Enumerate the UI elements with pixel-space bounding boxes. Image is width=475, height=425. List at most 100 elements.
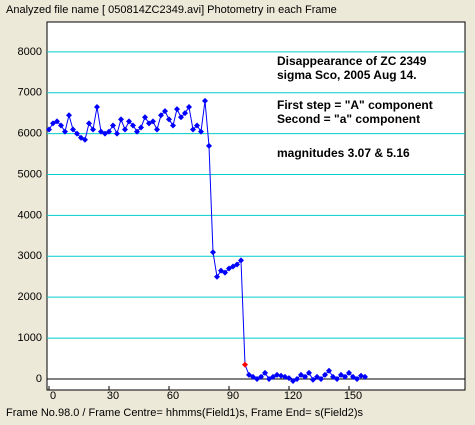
data-point	[118, 116, 124, 123]
data-point	[78, 134, 84, 141]
data-point	[322, 371, 328, 378]
data-point	[218, 267, 224, 274]
data-point	[206, 142, 212, 149]
data-point	[146, 120, 152, 127]
y-tick-label: 3000	[18, 250, 42, 262]
x-tick-label: 120	[284, 390, 302, 402]
data-point	[202, 97, 208, 104]
data-point	[190, 126, 196, 133]
y-tick-label: 0	[36, 373, 42, 385]
data-point	[234, 261, 240, 268]
data-point	[70, 126, 76, 133]
y-tick-label: 5000	[18, 168, 42, 180]
data-point	[242, 361, 248, 368]
data-point	[62, 128, 68, 135]
data-point	[58, 122, 64, 129]
data-point	[166, 116, 172, 123]
annotation: First step = "A" component	[277, 98, 433, 112]
data-point	[306, 369, 312, 376]
data-point	[142, 114, 148, 121]
data-point	[170, 122, 176, 129]
x-tick-label: 90	[227, 390, 239, 402]
data-point	[362, 373, 368, 380]
data-point	[50, 120, 56, 127]
annotation: magnitudes 3.07 & 5.16	[277, 146, 410, 160]
data-point	[254, 375, 260, 382]
data-point	[194, 122, 200, 129]
data-point	[150, 118, 156, 125]
data-point	[338, 371, 344, 378]
data-point	[114, 130, 120, 137]
data-point	[126, 118, 132, 125]
annotation: Disappearance of ZC 2349	[277, 54, 427, 68]
y-tick-label: 1000	[18, 332, 42, 344]
data-point	[298, 371, 304, 378]
footer: Frame No.98.0 / Frame Centre= hhmms(Fiel…	[6, 407, 364, 419]
data-point	[286, 375, 292, 382]
data-point	[178, 114, 184, 121]
header: Analyzed file name [ 050814ZC2349.avi] P…	[6, 4, 337, 16]
data-point	[294, 375, 300, 382]
data-point	[182, 110, 188, 117]
data-point	[66, 112, 72, 119]
data-point	[342, 373, 348, 380]
data-point	[330, 373, 336, 380]
data-point	[350, 373, 356, 380]
data-point	[262, 369, 268, 376]
x-tick-label: 30	[107, 390, 119, 402]
data-point	[334, 375, 340, 382]
data-point	[82, 136, 88, 143]
data-point	[214, 273, 220, 280]
data-point	[102, 130, 108, 137]
data-point	[54, 118, 60, 125]
data-point	[270, 373, 276, 380]
data-point	[314, 373, 320, 380]
data-point	[90, 126, 96, 133]
data-point	[290, 378, 296, 385]
data-point	[158, 112, 164, 119]
data-point	[74, 130, 80, 137]
plot-area	[46, 21, 466, 391]
data-point	[198, 128, 204, 135]
data-point	[130, 122, 136, 129]
y-tick-label: 7000	[18, 87, 42, 99]
x-tick-label: 60	[167, 390, 179, 402]
data-point	[238, 257, 244, 264]
data-point	[310, 376, 316, 383]
data-point	[186, 104, 192, 111]
data-point	[46, 126, 52, 133]
annotation: Second = "a" component	[277, 112, 420, 126]
data-point	[86, 120, 92, 127]
data-point	[302, 373, 308, 380]
x-tick-label: 0	[50, 390, 56, 402]
y-tick-label: 2000	[18, 291, 42, 303]
data-point	[154, 126, 160, 133]
data-point	[162, 108, 168, 115]
data-point	[138, 124, 144, 131]
data-point	[354, 375, 360, 382]
data-point	[266, 375, 272, 382]
y-tick-label: 6000	[18, 128, 42, 140]
y-tick-label: 8000	[18, 46, 42, 58]
annotation: sigma Sco, 2005 Aug 14.	[277, 68, 417, 82]
data-point	[274, 371, 280, 378]
x-tick-label: 150	[344, 390, 362, 402]
data-point	[110, 122, 116, 129]
data-point	[258, 373, 264, 380]
data-point	[222, 269, 228, 276]
data-point	[134, 128, 140, 135]
data-point	[346, 369, 352, 376]
data-point	[106, 128, 112, 135]
data-point	[326, 367, 332, 374]
data-point	[250, 373, 256, 380]
data-point	[174, 106, 180, 113]
data-point	[98, 128, 104, 135]
y-tick-label: 4000	[18, 209, 42, 221]
data-point	[246, 371, 252, 378]
data-point	[318, 375, 324, 382]
data-point	[226, 265, 232, 272]
data-point	[94, 104, 100, 111]
data-point	[210, 249, 216, 256]
